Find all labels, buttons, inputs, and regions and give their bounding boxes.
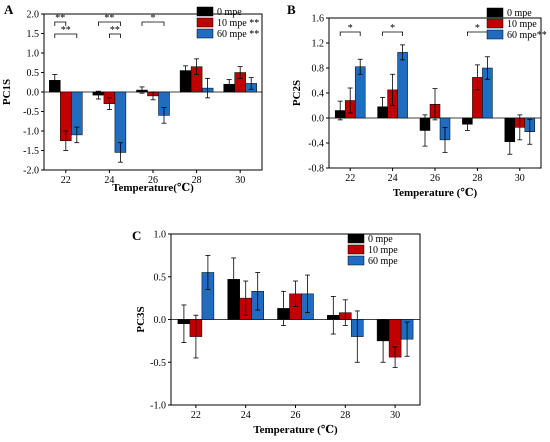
legend-label: 60 mpe ** — [217, 29, 259, 40]
legend-swatch — [347, 233, 365, 244]
legend-label: 10 mpe — [507, 19, 537, 30]
y-tick-label: -2.0 — [23, 166, 39, 177]
y-tick-label: 2.0 — [27, 10, 40, 21]
x-tick-label: 30 — [515, 173, 525, 184]
x-tick-label: 24 — [104, 175, 114, 186]
y-tick-label: 0.5 — [27, 68, 40, 79]
x-tick-label: 28 — [192, 175, 202, 186]
x-tick-label: 22 — [61, 175, 71, 186]
x-tick-label: 24 — [388, 173, 398, 184]
legend-swatch — [347, 255, 365, 266]
legend-swatch — [347, 244, 365, 255]
legend-swatch — [486, 29, 504, 40]
legend-swatch — [196, 17, 214, 28]
x-tick-label: 26 — [148, 175, 158, 186]
y-tick-label: -0.8 — [308, 164, 324, 175]
significance-label: ** — [61, 25, 71, 36]
bar — [397, 52, 408, 119]
x-tick-label: 30 — [235, 175, 245, 186]
legend-swatch — [196, 6, 214, 17]
legend-label: 0 mpe — [217, 7, 242, 18]
y-axis-title: PC2S — [291, 80, 303, 106]
significance-label: ** — [110, 25, 120, 36]
significance-label: * — [151, 13, 156, 24]
y-tick-label: -0.5 — [150, 358, 166, 369]
x-tick-label: 22 — [345, 173, 355, 184]
legend-label: 10 mpe ** — [217, 18, 259, 29]
panel-c: C -1.0 -0.5 0.0 0.5 1.0 22 24 26 28 30 Temperature … — [132, 228, 421, 436]
significance-bracket — [382, 31, 403, 36]
y-axis-title: PC3S — [135, 306, 147, 332]
y-axis-title: PC1S — [1, 79, 13, 105]
y-tick-label: 1.5 — [27, 29, 40, 40]
x-axis-title: Temperature(℃) — [112, 182, 194, 194]
y-tick-label: 1.0 — [27, 49, 40, 60]
significance-label: * — [390, 23, 395, 34]
significance-label: ** — [104, 13, 114, 24]
y-tick-label: 1.2 — [312, 39, 325, 50]
significance-bracket — [54, 21, 67, 26]
legend-swatch — [486, 7, 504, 18]
panel-a: A -2.0 -1.5 -1.0 -0.5 0.0 0.5 1.0 1.5 2.0 22 24 26 28… — [1, 2, 263, 194]
x-tick-label: 26 — [430, 173, 440, 184]
x-axis-title: Temperature (℃) — [393, 187, 478, 199]
y-tick-label: -1.5 — [23, 146, 39, 157]
y-tick-label: 0.8 — [312, 64, 325, 75]
legend-label: 10 mpe — [368, 245, 398, 256]
legend-label: 60 mpe — [368, 256, 398, 267]
panel-letter: C — [132, 228, 141, 243]
y-tick-label: -1.0 — [150, 401, 166, 412]
significance-bracket — [54, 33, 78, 38]
x-tick-label: 30 — [390, 410, 400, 421]
significance-label: * — [475, 23, 480, 34]
x-tick-label: 28 — [340, 410, 350, 421]
y-tick-label: 0.0 — [154, 315, 167, 326]
y-tick-label: 1.6 — [312, 14, 325, 25]
legend-swatch — [486, 18, 504, 29]
x-axis-title: Temperature (℃) — [253, 424, 338, 436]
y-tick-label: -1.0 — [23, 127, 39, 138]
significance-label: * — [348, 23, 353, 34]
significance-bracket — [339, 31, 361, 36]
significance-bracket — [109, 33, 121, 38]
legend-label: 0 mpe — [507, 8, 532, 19]
x-tick-label: 24 — [241, 410, 251, 421]
x-tick-label: 28 — [472, 173, 482, 184]
significance-bracket — [141, 21, 165, 26]
significance-label: ** — [55, 13, 65, 24]
legend-label: 0 mpe — [368, 234, 393, 245]
y-tick-label: -0.4 — [308, 139, 324, 150]
panel-letter: A — [4, 2, 14, 17]
x-tick-label: 26 — [291, 410, 301, 421]
legend-label: 60 mpe** — [507, 30, 547, 41]
significance-bracket — [98, 21, 121, 26]
y-tick-label: 0.5 — [154, 272, 167, 283]
panel-b: B -0.8 -0.4 0.0 0.4 0.8 1.2 1.6 22 24 26 28 30 * * * Tem… — [287, 2, 547, 199]
y-tick-label: 0.4 — [312, 89, 325, 100]
panel-letter: B — [287, 2, 296, 17]
y-tick-label: 1.0 — [154, 230, 167, 241]
y-tick-label: -0.5 — [23, 107, 39, 118]
y-tick-label: 0.0 — [27, 88, 40, 99]
y-tick-label: 0.0 — [312, 114, 325, 125]
legend-swatch — [196, 28, 214, 39]
x-tick-label: 22 — [191, 410, 201, 421]
